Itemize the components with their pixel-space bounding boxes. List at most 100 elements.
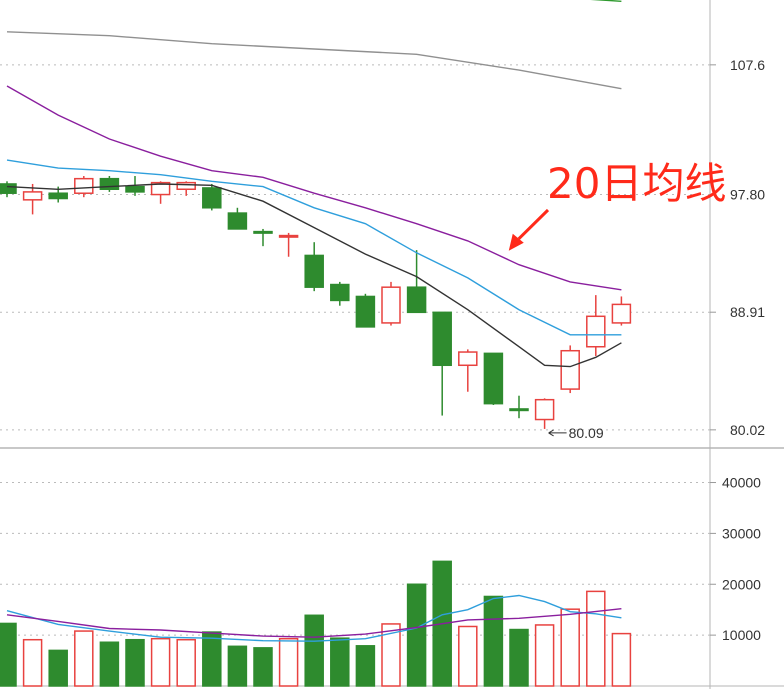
volume-bar <box>534 624 555 687</box>
annotation-arrowhead <box>508 233 524 251</box>
price-tick-label: 88.91 <box>730 304 765 320</box>
volume-bar <box>48 649 68 687</box>
candle-body <box>586 315 606 348</box>
candle <box>534 398 555 429</box>
y-axis-ticks: 107.6 97.80 88.91 80.02 40000 30000 20000 10000 <box>710 57 765 643</box>
volume-moving-averages <box>6 594 622 642</box>
volume-bar <box>611 632 632 687</box>
volume-bar <box>483 595 504 687</box>
volume-bar <box>381 623 401 687</box>
candle-body <box>534 398 555 421</box>
volume-bar <box>458 625 478 687</box>
volume-tick-label: 30000 <box>722 525 761 541</box>
price-tick-label: 107.6 <box>730 57 765 73</box>
volume-bar <box>355 645 376 687</box>
volume-bar <box>125 638 145 687</box>
volume-tick-label: 40000 <box>722 475 761 491</box>
low-marker-arrow <box>548 429 567 437</box>
volume-bar <box>509 628 529 687</box>
candle-body <box>458 351 478 367</box>
volume-bar <box>406 583 427 687</box>
volume-bar <box>560 608 580 687</box>
ma5-line <box>6 183 622 368</box>
ma20-line <box>6 85 622 291</box>
candle-body <box>202 187 222 209</box>
candle <box>278 232 299 257</box>
volume-tick-label: 10000 <box>722 627 761 643</box>
candle-body <box>355 295 376 328</box>
low-marker-label: 80.09 <box>569 425 604 441</box>
candle <box>202 183 222 211</box>
candle-body <box>330 283 350 302</box>
vol_ma10-line <box>6 608 622 638</box>
volume-bar <box>253 647 273 687</box>
volume-bar <box>278 637 299 687</box>
candle-body <box>432 311 452 367</box>
ma_green-line <box>590 0 622 2</box>
volume-bar <box>176 638 196 687</box>
grid <box>0 64 710 636</box>
candle-body <box>150 181 171 196</box>
candle <box>150 181 171 204</box>
candle <box>304 242 324 292</box>
candle <box>611 296 632 326</box>
candle-body <box>74 177 94 194</box>
candle <box>560 345 580 394</box>
candle <box>355 293 376 328</box>
candle <box>432 311 452 416</box>
candle-body <box>304 254 324 288</box>
candle <box>0 181 17 198</box>
price-tick-label: 80.02 <box>730 422 765 438</box>
candle <box>381 281 401 326</box>
annotation-label: 20日均线 <box>547 159 726 208</box>
volume-bar <box>227 645 248 687</box>
volume-bar <box>150 637 171 687</box>
candle-body <box>560 349 580 390</box>
candle-body <box>278 234 299 238</box>
price-tick-label: 97.80 <box>730 187 765 203</box>
candle-body <box>125 185 145 193</box>
moving-averages <box>6 0 622 368</box>
candle-body <box>99 177 120 191</box>
volume-bar <box>74 630 94 687</box>
candle <box>406 250 427 314</box>
ma_gray-line <box>6 31 622 90</box>
candle <box>99 176 120 192</box>
candle-body <box>22 191 43 201</box>
volume-bar <box>202 631 222 687</box>
candle-body <box>253 230 273 234</box>
volume-bar <box>0 622 17 687</box>
low-marker: 80.09 <box>548 425 604 441</box>
candle-body <box>48 192 68 200</box>
candle <box>253 228 273 247</box>
candle-body <box>509 408 529 412</box>
volume-bar <box>330 637 350 687</box>
candle <box>458 349 478 392</box>
ma10-line <box>6 159 622 336</box>
candle <box>74 176 94 198</box>
candle-body <box>406 286 427 314</box>
candle-body <box>176 181 196 191</box>
candles <box>0 176 632 429</box>
candle <box>227 207 248 230</box>
candle <box>176 181 196 196</box>
candle <box>483 352 504 405</box>
volume-bar <box>586 590 606 687</box>
candle-body <box>381 286 401 324</box>
volume-bar <box>22 638 43 687</box>
candle <box>509 395 529 419</box>
candle <box>330 281 350 306</box>
candle-body <box>0 183 17 194</box>
volume-bar <box>304 614 324 687</box>
candle <box>22 183 43 215</box>
annotation-arrow <box>517 208 550 240</box>
volume-bar <box>99 641 120 687</box>
candle-body <box>227 212 248 230</box>
candle <box>586 295 606 357</box>
annotation: 20日均线 <box>508 159 726 251</box>
candle-body <box>611 303 632 324</box>
candle-body <box>483 352 504 405</box>
volume-tick-label: 20000 <box>722 576 761 592</box>
